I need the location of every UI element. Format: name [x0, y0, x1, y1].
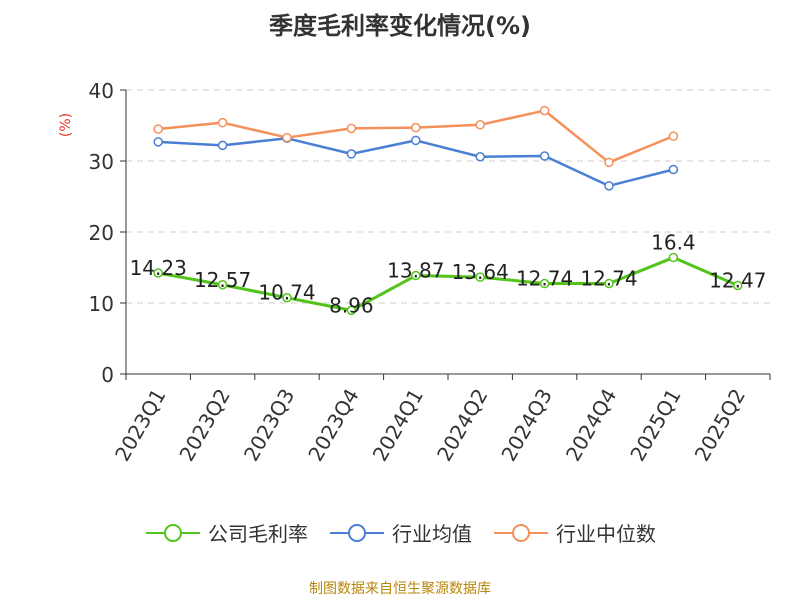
y-tick-label-40: 40: [89, 79, 114, 103]
series-line-1: [158, 137, 674, 188]
point-2-2023Q2: [217, 117, 228, 128]
source-note: 制图数据来自恒生聚源数据库: [309, 581, 491, 597]
x-tick-label-2024Q3: 2024Q3: [496, 385, 556, 466]
data-label-2025Q1: 16.4: [651, 231, 696, 255]
point-0-2023Q4: [346, 305, 357, 316]
x-tick-label-2023Q3: 2023Q3: [239, 385, 299, 466]
point-0-2025Q2: [733, 280, 743, 291]
point-0-2025Q1: [668, 252, 679, 263]
legend: 公司毛利率 行业均值 行业中位数: [0, 518, 800, 547]
point-2-2024Q2: [475, 120, 485, 130]
data-label-2023Q4: 8.96: [329, 293, 374, 317]
point-1-2023Q4: [346, 149, 357, 159]
legend-swatch-company-margin-icon: [146, 523, 200, 542]
point-2-2024Q4: [604, 157, 614, 168]
x-tick-label-2025Q1: 2025Q1: [625, 385, 685, 466]
legend-label-company-margin: 公司毛利率: [208, 522, 308, 546]
point-0-2024Q4: [604, 278, 614, 289]
point-1-2024Q2: [475, 151, 485, 162]
point-0-2023Q2: [217, 280, 228, 290]
point-1-2025Q1: [668, 164, 679, 175]
data-label-2024Q3: 12.74: [516, 267, 573, 291]
data-label-2023Q2: 12.57: [194, 268, 251, 292]
point-1-2023Q1: [153, 137, 163, 147]
point-0-2024Q2: [475, 272, 485, 282]
point-0-2024Q3: [539, 278, 550, 289]
x-tick-label-2023Q1: 2023Q1: [110, 385, 170, 466]
x-tick-label-2023Q2: 2023Q2: [174, 385, 234, 466]
y-axis-title: (%): [58, 113, 74, 137]
point-2-2023Q4: [346, 123, 357, 134]
legend-label-industry-median: 行业中位数: [556, 522, 656, 546]
point-2-2023Q3: [282, 132, 292, 143]
series-line-0: [157, 256, 739, 312]
point-0-2023Q3: [282, 292, 292, 303]
data-label-2025Q2: 12.47: [709, 268, 766, 292]
legend-swatch-industry-mean-icon: [330, 523, 384, 542]
legend-swatch-industry-median-icon: [494, 523, 548, 542]
y-tick-label-10: 10: [89, 292, 114, 316]
chart-title: 季度毛利率变化情况(%): [269, 12, 531, 40]
y-tick-label-20: 20: [89, 221, 114, 245]
point-0-2024Q1: [411, 270, 421, 281]
y-tick-label-30: 30: [89, 150, 114, 174]
point-2-2024Q3: [539, 105, 550, 116]
data-label-2023Q3: 10.74: [258, 281, 315, 305]
data-label-2023Q1: 14.23: [130, 256, 187, 280]
legend-item-industry-mean[interactable]: 行业均值: [328, 518, 472, 547]
point-1-2024Q3: [539, 151, 550, 161]
point-0-2023Q1: [153, 268, 163, 278]
data-label-2024Q1: 13.87: [387, 259, 444, 283]
point-1-2024Q4: [604, 181, 614, 191]
x-tick-label-2024Q4: 2024Q4: [561, 385, 621, 466]
y-tick-label-0: 0: [101, 363, 114, 387]
x-tick-label-2024Q1: 2024Q1: [368, 385, 428, 466]
data-label-2024Q2: 13.64: [452, 260, 509, 284]
legend-label-industry-mean: 行业均值: [392, 522, 472, 546]
legend-item-industry-median[interactable]: 行业中位数: [492, 518, 656, 547]
data-label-2024Q4: 12.74: [580, 267, 637, 291]
x-tick-label-2023Q4: 2023Q4: [303, 385, 363, 466]
point-1-2024Q1: [411, 135, 421, 146]
point-1-2023Q2: [217, 140, 228, 151]
x-tick-label-2025Q2: 2025Q2: [690, 385, 750, 466]
point-2-2023Q1: [153, 124, 163, 134]
point-2-2024Q1: [411, 122, 421, 133]
point-2-2025Q1: [668, 131, 679, 141]
x-tick-label-2024Q2: 2024Q2: [432, 385, 492, 466]
legend-item-company-margin[interactable]: 公司毛利率: [144, 518, 308, 547]
